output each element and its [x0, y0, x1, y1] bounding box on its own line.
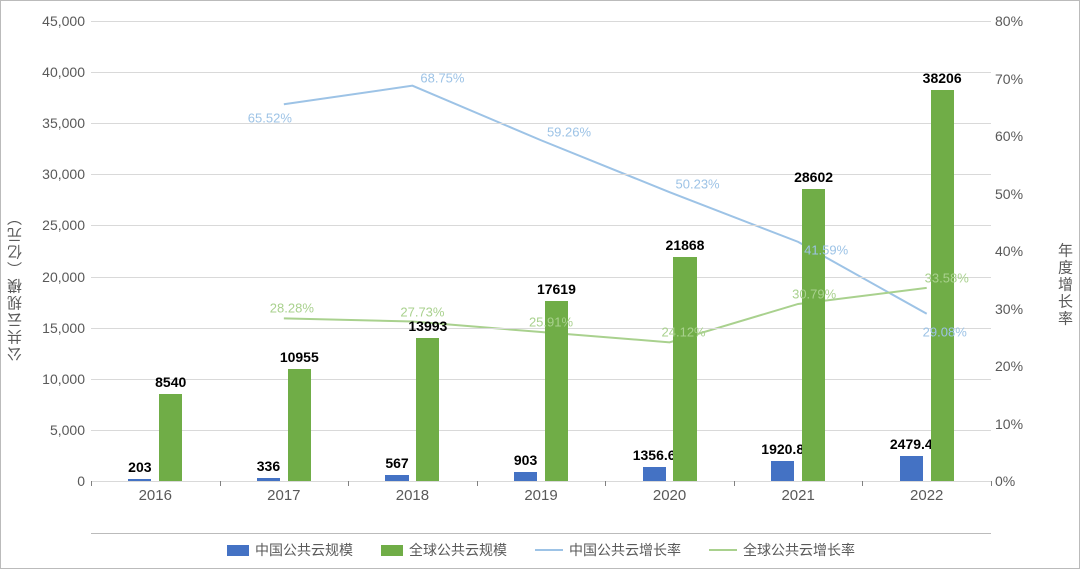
y-right-tick: 30%	[995, 301, 1075, 317]
china_scale-bar-label: 2479.4	[890, 436, 933, 452]
x-tick-mark	[991, 481, 992, 486]
y-left-tick: 40,000	[5, 64, 85, 80]
y-right-tick: 10%	[995, 416, 1075, 432]
china_scale-bar-label: 1920.8	[761, 441, 804, 457]
legend-item-china_scale: 中国公共云规模	[227, 540, 353, 560]
china_growth-label: 50.23%	[676, 177, 720, 192]
gridline	[91, 277, 991, 278]
china_growth-line	[284, 86, 927, 314]
global_scale-bar	[673, 257, 696, 481]
y-left-tick: 30,000	[5, 166, 85, 182]
gridline	[91, 21, 991, 22]
legend-item-china_growth: 中国公共云增长率	[535, 540, 681, 560]
y-right-tick: 70%	[995, 71, 1075, 87]
gridline	[91, 72, 991, 73]
y-right-tick: 0%	[995, 473, 1075, 489]
china_scale-bar-label: 567	[385, 455, 408, 471]
global_scale-bar-label: 10955	[280, 349, 319, 365]
y-left-tick: 45,000	[5, 13, 85, 29]
y-left-tick: 15,000	[5, 320, 85, 336]
legend-label: 中国公共云规模	[255, 540, 353, 560]
y-left-tick: 0	[5, 473, 85, 489]
global_growth-label: 27.73%	[400, 304, 444, 319]
legend-swatch	[381, 545, 403, 556]
x-tick-label: 2022	[910, 487, 943, 504]
x-axis: 2016 2017 2018 2019 2020 2021 2022	[91, 481, 991, 511]
global_scale-bar	[802, 189, 825, 481]
china_growth-label: 29.08%	[923, 324, 967, 339]
global_scale-bar	[931, 90, 954, 481]
global_growth-label: 30.79%	[792, 286, 836, 301]
china_scale-bar	[771, 461, 794, 481]
gridline	[91, 174, 991, 175]
y-left-tick: 5,000	[5, 422, 85, 438]
legend-swatch	[535, 549, 563, 551]
china_scale-bar	[643, 467, 666, 481]
x-tick-label: 2016	[139, 487, 172, 504]
legend-label: 全球公共云规模	[409, 540, 507, 560]
gridline	[91, 225, 991, 226]
gridline	[91, 379, 991, 380]
china_scale-bar	[900, 456, 923, 481]
global_scale-bar-label: 8540	[155, 374, 186, 390]
x-tick-label: 2020	[653, 487, 686, 504]
global_scale-bar-label: 13993	[408, 318, 447, 334]
global_scale-bar-label: 17619	[537, 281, 576, 297]
y-right-tick: 50%	[995, 186, 1075, 202]
global_growth-label: 24.12%	[662, 325, 706, 340]
line-layer	[91, 21, 991, 481]
y-left-tick: 35,000	[5, 115, 85, 131]
x-tick-mark	[734, 481, 735, 486]
china_scale-bar-label: 336	[257, 458, 280, 474]
gridline	[91, 123, 991, 124]
x-tick-label: 2017	[267, 487, 300, 504]
global_scale-bar-label: 38206	[923, 70, 962, 86]
china_scale-bar-label: 903	[514, 452, 537, 468]
china_growth-label: 68.75%	[420, 70, 464, 85]
cloud-market-chart: 公共云规模（亿元） 年度增长率 05,00010,00015,00020,000…	[0, 0, 1080, 569]
x-tick-mark	[220, 481, 221, 486]
x-tick-mark	[91, 481, 92, 486]
legend-item-global_scale: 全球公共云规模	[381, 540, 507, 560]
china_scale-bar-label: 1356.6	[633, 447, 676, 463]
legend-label: 中国公共云增长率	[569, 540, 681, 560]
y-axis-right: 0%10%20%30%40%50%60%70%80%	[989, 21, 1079, 481]
global_growth-label: 25.91%	[529, 315, 573, 330]
china_scale-bar	[514, 472, 537, 481]
y-left-tick: 25,000	[5, 217, 85, 233]
y-axis-left: 05,00010,00015,00020,00025,00030,00035,0…	[1, 21, 91, 481]
y-right-tick: 80%	[995, 13, 1075, 29]
x-tick-mark	[477, 481, 478, 486]
global_growth-label: 33.58%	[925, 270, 969, 285]
y-left-tick: 20,000	[5, 269, 85, 285]
global_scale-bar	[416, 338, 439, 481]
global_growth-label: 28.28%	[270, 301, 314, 316]
x-tick-mark	[605, 481, 606, 486]
legend-item-global_growth: 全球公共云增长率	[709, 540, 855, 560]
x-tick-label: 2019	[524, 487, 557, 504]
china_growth-label: 41.59%	[804, 242, 848, 257]
y-right-tick: 60%	[995, 128, 1075, 144]
legend: 中国公共云规模 全球公共云规模 中国公共云增长率 全球公共云增长率	[91, 533, 991, 560]
global_scale-bar	[159, 394, 182, 481]
y-right-tick: 40%	[995, 243, 1075, 259]
global_scale-bar	[288, 369, 311, 481]
china_growth-label: 65.52%	[248, 111, 292, 126]
y-left-tick: 10,000	[5, 371, 85, 387]
legend-swatch	[227, 545, 249, 556]
gridline	[91, 430, 991, 431]
x-tick-label: 2021	[781, 487, 814, 504]
plot-area: 203 336 567 903 1356.6 1920.8 2479.4 8540 10955 1…	[91, 21, 991, 481]
x-tick-mark	[862, 481, 863, 486]
china_scale-bar-label: 203	[128, 459, 151, 475]
legend-swatch	[709, 549, 737, 551]
x-tick-label: 2018	[396, 487, 429, 504]
global_scale-bar-label: 28602	[794, 169, 833, 185]
y-right-tick: 20%	[995, 358, 1075, 374]
china_growth-label: 59.26%	[547, 125, 591, 140]
legend-label: 全球公共云增长率	[743, 540, 855, 560]
x-tick-mark	[348, 481, 349, 486]
global_scale-bar-label: 21868	[666, 237, 705, 253]
